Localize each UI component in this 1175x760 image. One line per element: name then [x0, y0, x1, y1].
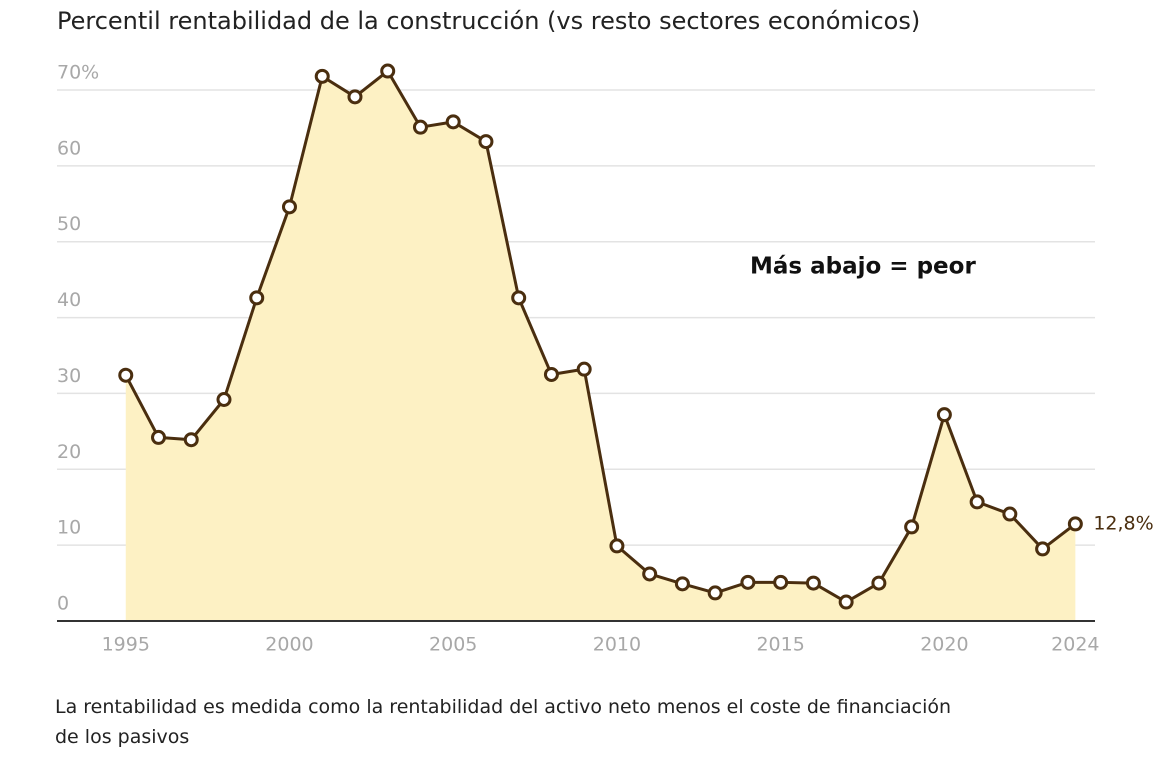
point	[674, 576, 690, 592]
y-tick-label: 10	[57, 517, 81, 539]
value-label: 12,8%	[1093, 512, 1153, 534]
point	[445, 114, 461, 130]
point	[380, 63, 396, 79]
point	[314, 68, 330, 84]
area	[125, 71, 1076, 622]
point	[576, 361, 592, 377]
point	[412, 119, 428, 135]
x-tick-label: 2005	[429, 634, 477, 656]
x-tick-label: 2024	[1051, 634, 1099, 656]
y-tick-label: 50	[57, 213, 81, 235]
x-tick-label: 2015	[756, 634, 804, 656]
y-tick-label: 40	[57, 289, 81, 311]
point	[511, 290, 527, 306]
y-tick-label: 20	[57, 441, 81, 463]
point	[347, 89, 363, 105]
y-tick-label: 30	[57, 365, 81, 387]
point	[707, 585, 723, 601]
point	[543, 366, 559, 382]
x-tick-label: 2010	[593, 634, 641, 656]
annotation: Más abajo = peor	[750, 254, 976, 280]
point	[1035, 541, 1051, 557]
point	[969, 494, 985, 510]
point	[871, 575, 887, 591]
point	[838, 594, 854, 610]
point	[642, 566, 658, 582]
note-box: La rentabilidad es medida como la rentab…	[55, 696, 952, 748]
point	[249, 290, 265, 306]
y-tick-label: 70%	[57, 62, 99, 84]
point	[183, 432, 199, 448]
point	[609, 538, 625, 554]
point	[740, 574, 756, 590]
x-tick-label: 2000	[265, 634, 313, 656]
y-tick-label: 0	[57, 593, 69, 615]
point	[216, 391, 232, 407]
point	[1002, 506, 1018, 522]
x-tick-label: 1995	[102, 634, 150, 656]
point	[1067, 516, 1083, 532]
line	[124, 69, 1077, 604]
point	[936, 407, 952, 423]
note: La rentabilidad es medida como la rentab…	[55, 696, 952, 748]
point	[805, 575, 821, 591]
point	[773, 574, 789, 590]
point	[281, 199, 297, 215]
point	[904, 519, 920, 535]
point	[118, 367, 134, 383]
chart-title: Percentil rentabilidad de la construcció…	[57, 7, 920, 35]
x-tick-label: 2020	[920, 634, 968, 656]
point	[151, 429, 167, 445]
y-tick-label: 60	[57, 137, 81, 159]
point	[478, 134, 494, 150]
